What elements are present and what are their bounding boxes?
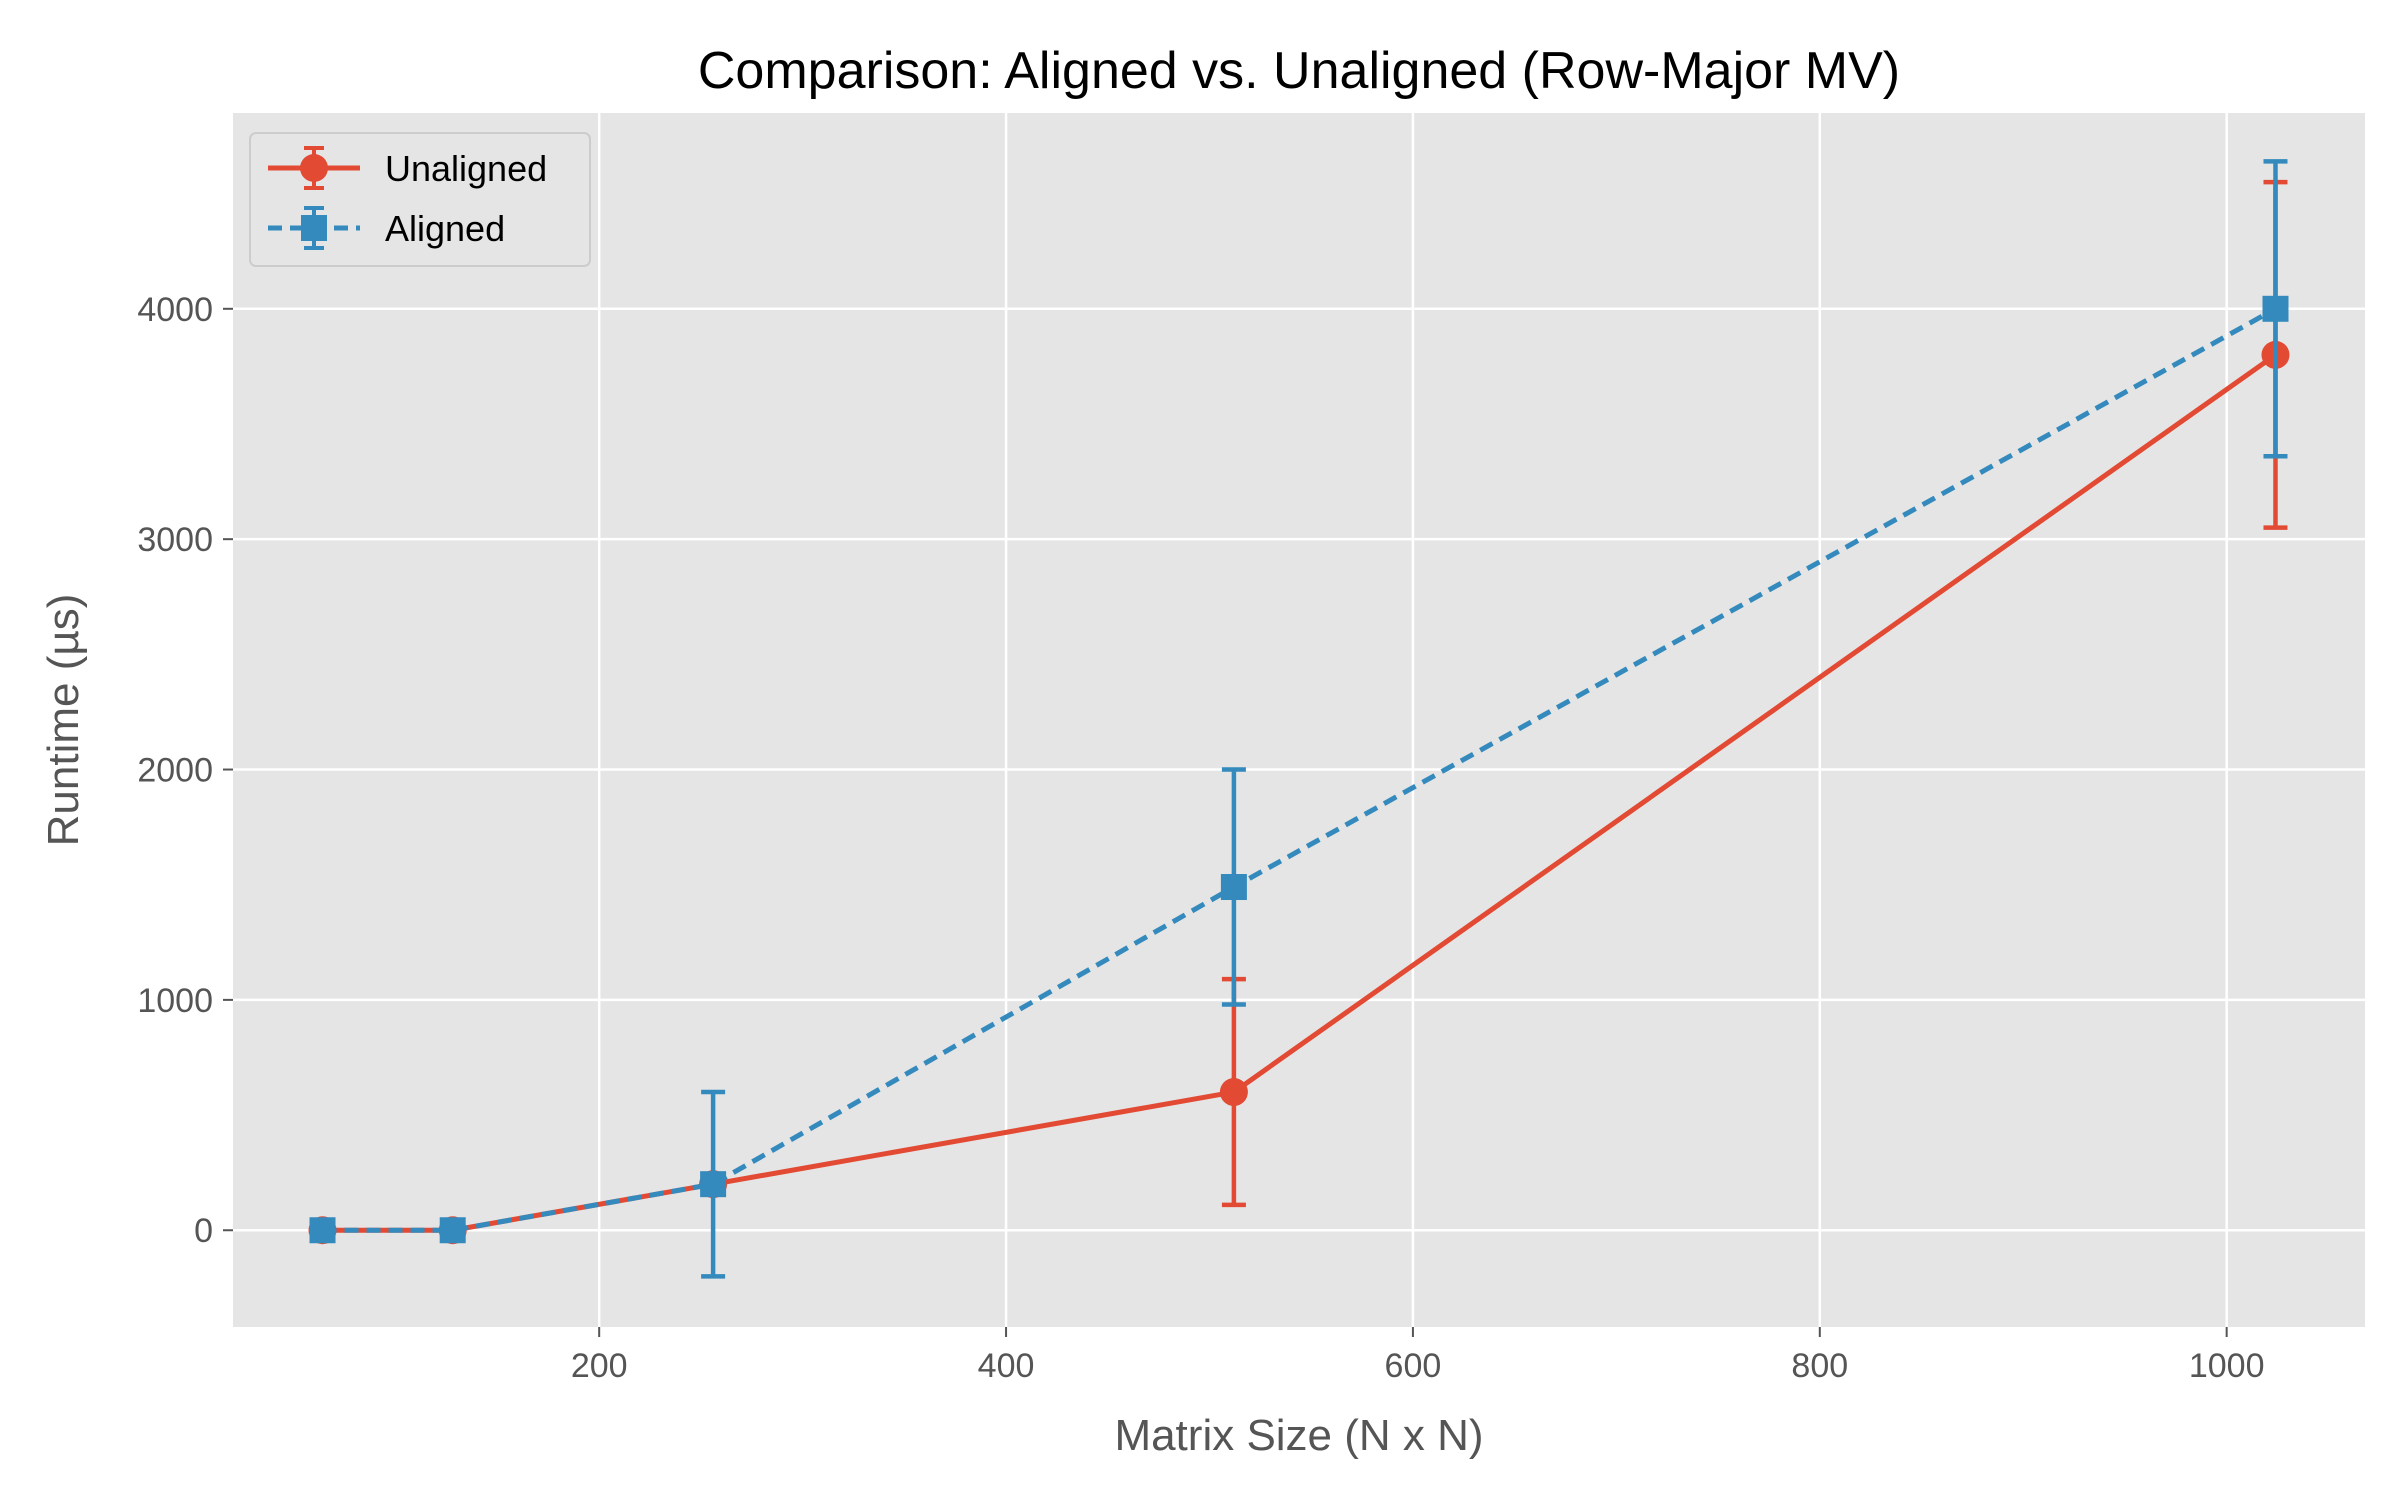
legend-marker [300, 154, 328, 182]
x-tick-label: 1000 [2189, 1347, 2265, 1385]
y-axis-label: Runtime (µs) [39, 594, 88, 847]
legend: Unaligned Aligned [249, 132, 591, 267]
series-aligned [309, 159, 2289, 1279]
data-point [1219, 1078, 1248, 1107]
data-point [2262, 295, 2289, 322]
series-line-aligned [322, 306, 2277, 1233]
x-tick-label: 400 [978, 1347, 1035, 1385]
x-tick-label: 800 [1791, 1347, 1848, 1385]
y-tick-label: 1000 [137, 982, 213, 1020]
y-tick-label: 2000 [137, 752, 213, 790]
x-tick-label: 200 [571, 1347, 628, 1385]
chart-title: Comparison: Aligned vs. Unaligned (Row-M… [698, 42, 1900, 100]
x-tick-label: 600 [1385, 1347, 1442, 1385]
series-layer [308, 159, 2290, 1279]
legend-item-unaligned: Unaligned [268, 146, 547, 190]
y-tick-label: 0 [194, 1212, 213, 1250]
x-axis-label: Matrix Size (N x N) [1114, 1411, 1483, 1460]
data-point [309, 1217, 336, 1244]
y-tick-label: 3000 [137, 521, 213, 559]
tick-labels: 200 400 600 800 1000 0 1000 2000 3000 4000 [137, 291, 2264, 1385]
legend-label: Unaligned [385, 148, 547, 189]
data-point [439, 1217, 466, 1244]
data-point [1220, 874, 1247, 901]
data-point [700, 1171, 727, 1198]
legend-label: Aligned [385, 208, 505, 249]
plot-area [233, 113, 2365, 1327]
legend-marker [301, 215, 327, 241]
y-tick-label: 4000 [137, 291, 213, 329]
legend-item-aligned: Aligned [268, 206, 505, 250]
gridlines [233, 113, 2365, 1327]
